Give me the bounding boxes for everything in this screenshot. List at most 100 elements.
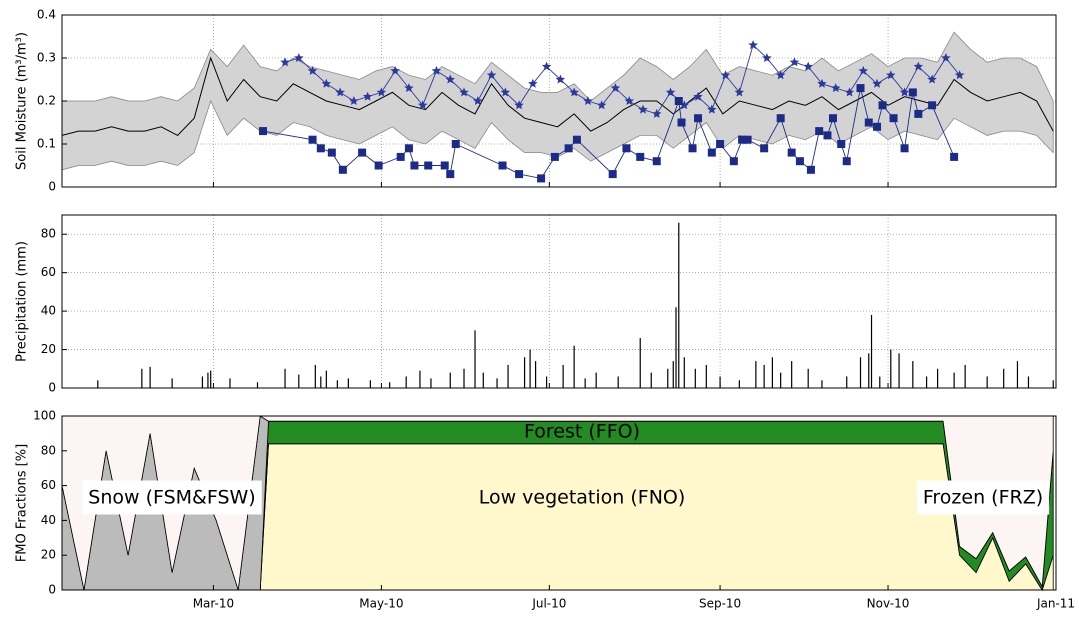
star-marker bbox=[748, 40, 758, 50]
star-marker bbox=[528, 78, 538, 88]
y-tick-label: 100 bbox=[33, 409, 56, 423]
axes-frame bbox=[61, 214, 1057, 389]
square-marker bbox=[914, 109, 923, 118]
bar bbox=[496, 378, 498, 388]
square-marker bbox=[928, 101, 937, 110]
star-marker bbox=[596, 100, 607, 110]
square-marker bbox=[864, 118, 873, 127]
y-tick-label: 20 bbox=[41, 548, 56, 562]
square-marker bbox=[674, 97, 683, 105]
square-marker bbox=[572, 135, 581, 144]
area-label: Snow (FSM&FSW) bbox=[88, 487, 255, 509]
bar bbox=[870, 314, 873, 388]
bar bbox=[879, 376, 881, 388]
star-marker bbox=[638, 104, 648, 114]
y-tick-label: 0.1 bbox=[37, 137, 56, 151]
bar bbox=[523, 357, 526, 388]
bar bbox=[925, 376, 928, 388]
square-marker bbox=[694, 114, 703, 123]
square-marker bbox=[622, 144, 631, 153]
bar bbox=[683, 357, 685, 388]
star-marker bbox=[941, 53, 951, 62]
bar bbox=[986, 376, 988, 388]
bar bbox=[347, 378, 349, 388]
star-marker bbox=[294, 53, 304, 62]
square-marker bbox=[608, 170, 617, 179]
x-tick-label: Mar-10 bbox=[193, 597, 234, 611]
bar bbox=[463, 368, 465, 388]
star-marker bbox=[321, 78, 332, 88]
star-marker bbox=[954, 70, 965, 80]
star-marker bbox=[307, 65, 318, 75]
star-marker bbox=[610, 83, 621, 93]
star-marker bbox=[486, 70, 497, 80]
bar bbox=[780, 372, 782, 388]
star-marker bbox=[679, 100, 689, 110]
square-marker bbox=[374, 161, 383, 170]
y-tick-label: 40 bbox=[41, 304, 56, 318]
square-marker bbox=[410, 161, 419, 170]
bar bbox=[201, 376, 204, 388]
y-tick-label: 0 bbox=[48, 583, 56, 597]
y-tick-label: 80 bbox=[41, 227, 56, 241]
y-tick-label: 60 bbox=[41, 265, 56, 279]
star-marker bbox=[417, 100, 428, 110]
square-marker bbox=[823, 131, 832, 140]
y-axis-label: Precipitation (mm) bbox=[15, 241, 30, 362]
bar bbox=[369, 380, 371, 388]
y-axis-label: FMO Fractions [%] bbox=[15, 444, 30, 562]
star-marker bbox=[913, 61, 924, 71]
y-tick-label: 0 bbox=[48, 180, 56, 194]
bar bbox=[389, 382, 391, 388]
bar bbox=[229, 378, 231, 388]
square-marker bbox=[677, 118, 686, 127]
square-marker bbox=[537, 174, 546, 183]
star-marker bbox=[514, 100, 524, 110]
star-marker bbox=[404, 83, 414, 93]
bar bbox=[419, 370, 421, 388]
square-marker bbox=[308, 135, 317, 144]
panel: 0 20 40 60 80 100 Mar-10 May-10 Jul-10 Sep-10 Nov-… bbox=[15, 409, 1076, 611]
label-box bbox=[82, 480, 262, 515]
star-marker bbox=[459, 87, 469, 97]
y-tick-label: 0 bbox=[48, 381, 56, 395]
y-tick-label: 0.3 bbox=[37, 51, 56, 65]
bar bbox=[846, 376, 848, 388]
bar bbox=[474, 330, 476, 388]
square-marker bbox=[716, 140, 725, 148]
square-marker bbox=[404, 144, 413, 153]
bar bbox=[1027, 376, 1030, 388]
star-marker bbox=[817, 78, 827, 88]
square-marker bbox=[446, 170, 455, 179]
bar bbox=[694, 368, 696, 388]
star-marker bbox=[872, 78, 882, 88]
bar bbox=[953, 372, 955, 388]
axes-frame bbox=[61, 415, 1057, 591]
bar bbox=[298, 374, 300, 388]
panel: 0 0.1 0.2 0.3 0.4 Soil Moisture (m³/m³) bbox=[15, 8, 1057, 194]
star-marker bbox=[899, 87, 910, 97]
bar bbox=[639, 338, 641, 388]
bar bbox=[912, 361, 914, 388]
bar bbox=[210, 370, 212, 388]
star-marker bbox=[734, 87, 745, 97]
bar bbox=[617, 376, 619, 388]
y-tick-label: 0.2 bbox=[37, 94, 56, 108]
square-marker bbox=[688, 144, 697, 153]
square-marker bbox=[776, 114, 785, 123]
square-marker bbox=[550, 152, 559, 161]
bar bbox=[719, 376, 721, 388]
x-tick-label: May-10 bbox=[359, 597, 403, 611]
bar bbox=[529, 349, 531, 388]
bar bbox=[755, 361, 757, 388]
x-tick-label: Jan-11 bbox=[1036, 597, 1075, 611]
area-label: Low vegetation (FNO) bbox=[479, 487, 686, 509]
star-marker bbox=[789, 57, 800, 67]
bar bbox=[336, 380, 338, 388]
mean-line bbox=[61, 56, 1054, 137]
square-marker bbox=[873, 122, 882, 131]
square-marker bbox=[316, 144, 325, 153]
bar bbox=[675, 307, 677, 388]
star-marker bbox=[569, 87, 579, 97]
